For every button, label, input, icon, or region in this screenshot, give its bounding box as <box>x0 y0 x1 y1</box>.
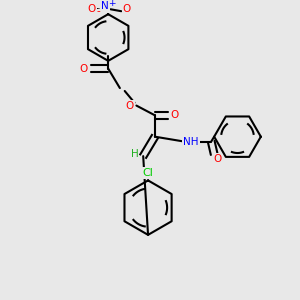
Text: O: O <box>213 154 221 164</box>
Text: H: H <box>130 149 138 159</box>
Text: NH: NH <box>183 136 199 146</box>
Text: -: - <box>97 6 101 16</box>
Text: O: O <box>88 4 96 14</box>
Text: O: O <box>125 100 134 111</box>
Text: +: + <box>108 0 116 8</box>
Text: N: N <box>101 2 109 11</box>
Text: Cl: Cl <box>142 168 154 178</box>
Text: O: O <box>80 64 88 74</box>
Text: O: O <box>122 4 131 14</box>
Text: O: O <box>170 110 178 120</box>
